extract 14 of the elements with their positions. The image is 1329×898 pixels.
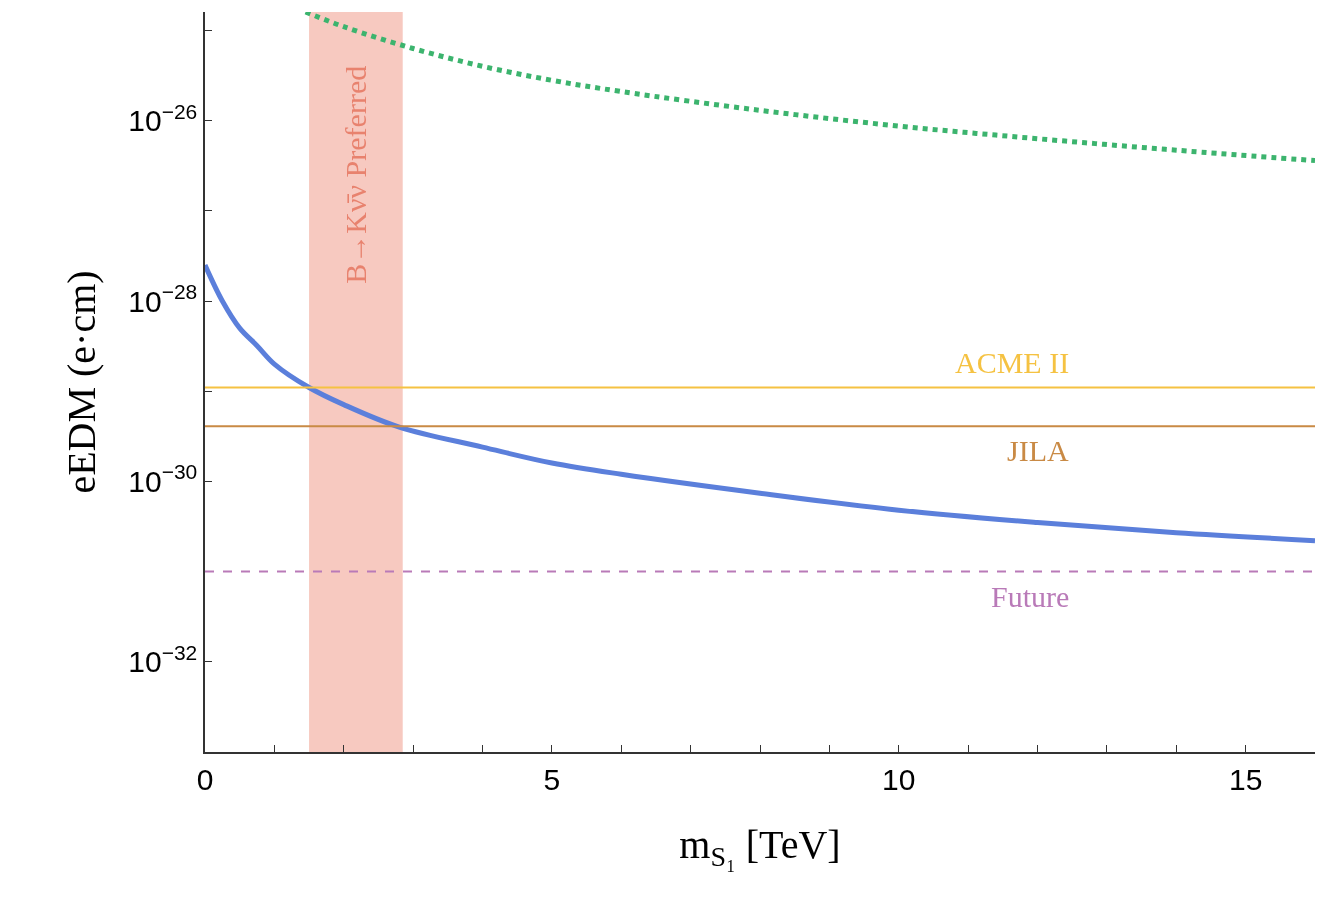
ref-line-label: ACME II — [955, 346, 1070, 379]
y-tick-label: 10$^{−28}$ — [128, 279, 198, 318]
y-axis-title: eEDM (e·cm) — [59, 270, 105, 494]
band-label: B→Kν̄ν Preferred — [339, 65, 373, 284]
x-axis-title: m$_{S₁}$ [TeV] — [679, 821, 841, 873]
x-tick-label: 5 — [543, 762, 561, 796]
y-tick-label: 10$^{−32}$ — [128, 640, 198, 679]
ref-line-label: Future — [991, 580, 1070, 613]
y-tick-label: 10$^{−30}$ — [128, 460, 198, 498]
x-tick-label: 15 — [1228, 762, 1263, 796]
y-tick-label: 10$^{−26}$ — [128, 99, 198, 138]
x-tick-label: 0 — [196, 762, 214, 796]
ref-line-label: JILA — [1007, 434, 1069, 467]
x-tick-label: 10 — [882, 762, 916, 796]
